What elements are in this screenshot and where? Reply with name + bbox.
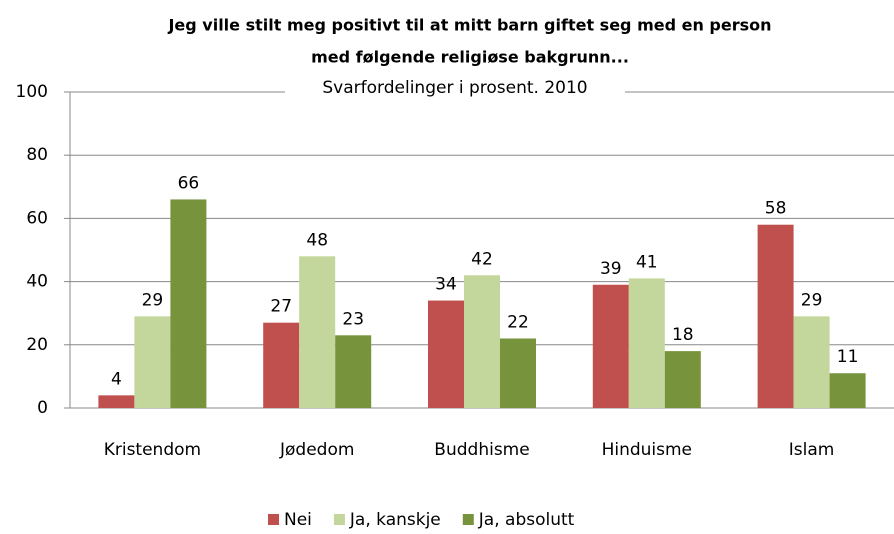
value-label: 27 [270, 297, 292, 317]
legend-label: Nei [284, 510, 312, 530]
value-label: 29 [142, 290, 164, 310]
x-tick-label: Islam [789, 440, 835, 460]
chart-title: Jeg ville stilt meg positivt til at mitt… [167, 16, 771, 35]
value-label: 4 [111, 369, 122, 389]
x-tick-label: Jødedom [279, 440, 354, 460]
bar [628, 278, 665, 408]
value-label: 39 [600, 259, 622, 279]
bar [98, 395, 135, 408]
subtitle-bg [285, 76, 625, 102]
y-tick-label: 20 [26, 335, 48, 355]
value-label: 11 [837, 347, 859, 367]
value-label: 41 [636, 252, 658, 272]
y-tick-label: 60 [26, 208, 48, 228]
chart-subtitle: Svarfordelinger i prosent. 2010 [322, 78, 587, 98]
bar [299, 256, 336, 408]
value-label: 23 [342, 309, 364, 329]
y-tick-label: 100 [16, 82, 48, 102]
value-label: 48 [306, 230, 328, 250]
bar [464, 275, 500, 408]
bar [757, 224, 794, 408]
legend-swatch [462, 514, 474, 525]
bar [664, 351, 701, 408]
value-label: 34 [435, 275, 457, 295]
bar [793, 316, 830, 408]
value-label: 18 [672, 325, 694, 345]
value-label: 66 [178, 173, 200, 193]
legend-swatch [333, 514, 345, 525]
legend-label: Ja, absolutt [478, 510, 575, 530]
legend-swatch [268, 514, 279, 525]
bar [428, 300, 464, 408]
value-label: 58 [765, 199, 787, 219]
bar [335, 335, 372, 408]
chart-title: med følgende religiøse bakgrunn... [311, 48, 629, 67]
bar [170, 199, 207, 408]
bar [592, 284, 629, 408]
y-tick-label: 0 [37, 398, 48, 418]
bar [829, 373, 866, 408]
x-tick-label: Kristendom [104, 440, 201, 460]
value-label: 22 [507, 312, 529, 332]
bar [500, 338, 536, 408]
x-tick-label: Hinduisme [602, 440, 692, 460]
value-label: 29 [801, 290, 823, 310]
x-tick-label: Buddhisme [434, 440, 529, 460]
legend-label: Ja, kanskje [349, 510, 441, 530]
y-tick-label: 80 [26, 145, 48, 165]
value-label: 42 [471, 249, 493, 269]
bar [134, 316, 171, 408]
bar [263, 322, 300, 408]
y-tick-label: 40 [26, 272, 48, 292]
